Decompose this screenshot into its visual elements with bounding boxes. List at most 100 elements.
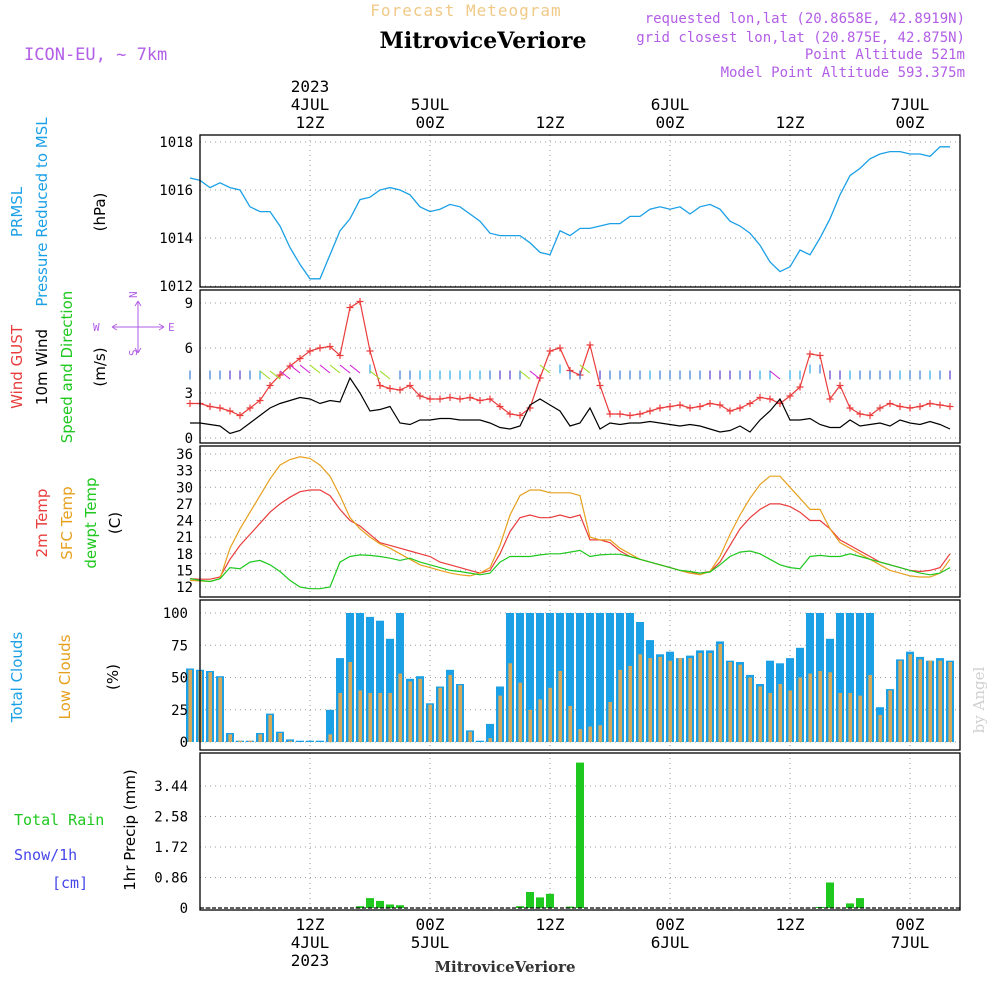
wind-direction-arrow bbox=[309, 364, 321, 374]
temp-tick-label: 27 bbox=[176, 497, 193, 513]
wind-direction-arrow bbox=[269, 370, 281, 380]
low-cloud-bar bbox=[948, 662, 952, 742]
wind-direction-arrow bbox=[529, 370, 541, 380]
gust-marker bbox=[716, 401, 724, 409]
gust-marker bbox=[846, 404, 854, 412]
low-cloud-bar bbox=[448, 674, 452, 742]
precip-tick-label: 0.86 bbox=[154, 871, 188, 887]
requested-lonlat: requested lon,lat (20.8658E, 42.8919N) bbox=[645, 11, 965, 27]
temp-tick-label: 18 bbox=[176, 547, 193, 563]
gust-marker bbox=[856, 410, 864, 418]
gust-marker bbox=[756, 394, 764, 401]
footer-station: MitroviceVeriore bbox=[434, 958, 575, 976]
low-cloud-bar bbox=[438, 687, 442, 742]
temp-axis-label: (C) bbox=[106, 512, 124, 534]
wind-axis-label: Speed and Direction bbox=[58, 291, 76, 444]
precip-rain-label: Total Rain bbox=[14, 811, 104, 829]
gust-marker bbox=[466, 394, 474, 401]
closest-lonlat: grid closest lon,lat (20.875E, 42.875N) bbox=[636, 30, 965, 46]
gust-marker bbox=[536, 374, 544, 382]
low-cloud-bar bbox=[378, 693, 382, 742]
gust-marker bbox=[926, 400, 934, 407]
low-cloud-bar bbox=[658, 656, 662, 742]
time-label-top: 00Z bbox=[656, 113, 685, 132]
gust-marker bbox=[236, 412, 244, 419]
wind10m-line bbox=[190, 376, 951, 435]
cloud-tick-label: 0 bbox=[180, 735, 188, 751]
low-cloud-bar bbox=[358, 690, 362, 742]
low-cloud-bar bbox=[878, 714, 882, 742]
gust-marker bbox=[226, 407, 234, 415]
total-cloud-bar bbox=[516, 613, 524, 742]
low-cloud-bar bbox=[848, 693, 852, 742]
rain-bar bbox=[526, 892, 534, 908]
low-cloud-bar bbox=[218, 677, 222, 742]
low-cloud-bar bbox=[398, 673, 402, 742]
gust-marker bbox=[916, 403, 924, 410]
low-cloud-bar bbox=[578, 729, 582, 742]
gust-marker bbox=[546, 347, 554, 355]
total-cloud-bar bbox=[606, 613, 614, 742]
dewpt-line bbox=[189, 549, 951, 590]
gust-marker bbox=[586, 341, 594, 349]
pressure-tick-label: 1012 bbox=[159, 279, 193, 295]
time-label-bottom: 12Z bbox=[536, 915, 565, 934]
gust-marker bbox=[706, 400, 714, 407]
time-label-top: 5JUL bbox=[411, 95, 450, 114]
wind-tick-label: 3 bbox=[185, 386, 193, 402]
total-cloud-bar bbox=[486, 723, 494, 742]
low-cloud-bar bbox=[508, 663, 512, 742]
gust-marker bbox=[766, 395, 774, 403]
gust-marker bbox=[406, 382, 414, 389]
wind-axis-label: Wind GUST bbox=[8, 324, 26, 409]
wind-tick-label: 9 bbox=[185, 296, 193, 312]
model-point-altitude: Model Point Altitude 593.375m bbox=[721, 65, 965, 81]
model-label: ICON-EU, ~ 7km bbox=[24, 45, 167, 65]
temp-tick-label: 36 bbox=[176, 447, 193, 463]
wind-panel-frame bbox=[199, 289, 961, 444]
gust-marker bbox=[296, 355, 304, 362]
low-cloud-bar bbox=[618, 669, 622, 742]
compass-east: E bbox=[168, 321, 175, 334]
low-cloud-bar bbox=[928, 660, 932, 742]
gust-marker bbox=[676, 401, 684, 409]
gust-marker bbox=[416, 392, 424, 400]
precip-unit-label: [cm] bbox=[52, 874, 88, 892]
time-label-top: 4JUL bbox=[291, 95, 330, 114]
wind-tick-label: 6 bbox=[185, 341, 193, 357]
wind-direction-arrow bbox=[319, 364, 331, 374]
gust-marker bbox=[216, 404, 224, 412]
time-label-top: 6JUL bbox=[651, 95, 690, 114]
low-cloud-bar bbox=[898, 660, 902, 742]
gust-marker bbox=[246, 404, 254, 412]
low-cloud-bar bbox=[678, 658, 682, 742]
temp-tick-label: 33 bbox=[176, 464, 193, 480]
gust-marker bbox=[266, 382, 274, 389]
gust-marker bbox=[726, 407, 734, 415]
low-cloud-bar bbox=[328, 734, 332, 742]
total-cloud-bar bbox=[846, 613, 854, 742]
low-cloud-bar bbox=[688, 658, 692, 742]
pressure-tick-label: 1016 bbox=[159, 183, 193, 199]
wind-direction-arrow bbox=[259, 370, 271, 380]
low-cloud-bar bbox=[668, 660, 672, 742]
gust-marker bbox=[596, 382, 604, 389]
gust-marker bbox=[626, 412, 634, 419]
gust-marker bbox=[426, 395, 434, 403]
total-cloud-bar bbox=[306, 740, 314, 742]
temp-tick-label: 24 bbox=[176, 514, 193, 530]
total-cloud-bar bbox=[316, 740, 324, 742]
low-cloud-bar bbox=[838, 693, 842, 742]
temp-tick-label: 12 bbox=[176, 580, 193, 596]
rain-bar bbox=[546, 893, 554, 908]
low-cloud-bar bbox=[278, 733, 282, 742]
low-cloud-bar bbox=[468, 731, 472, 742]
wind-direction-arrow bbox=[349, 364, 361, 374]
rain-bar bbox=[566, 906, 574, 908]
low-cloud-bar bbox=[938, 660, 942, 742]
low-cloud-bar bbox=[458, 685, 462, 742]
gust-marker bbox=[946, 403, 954, 410]
gust-marker bbox=[326, 343, 334, 350]
gust-marker bbox=[456, 395, 464, 403]
gust-marker bbox=[276, 371, 284, 379]
